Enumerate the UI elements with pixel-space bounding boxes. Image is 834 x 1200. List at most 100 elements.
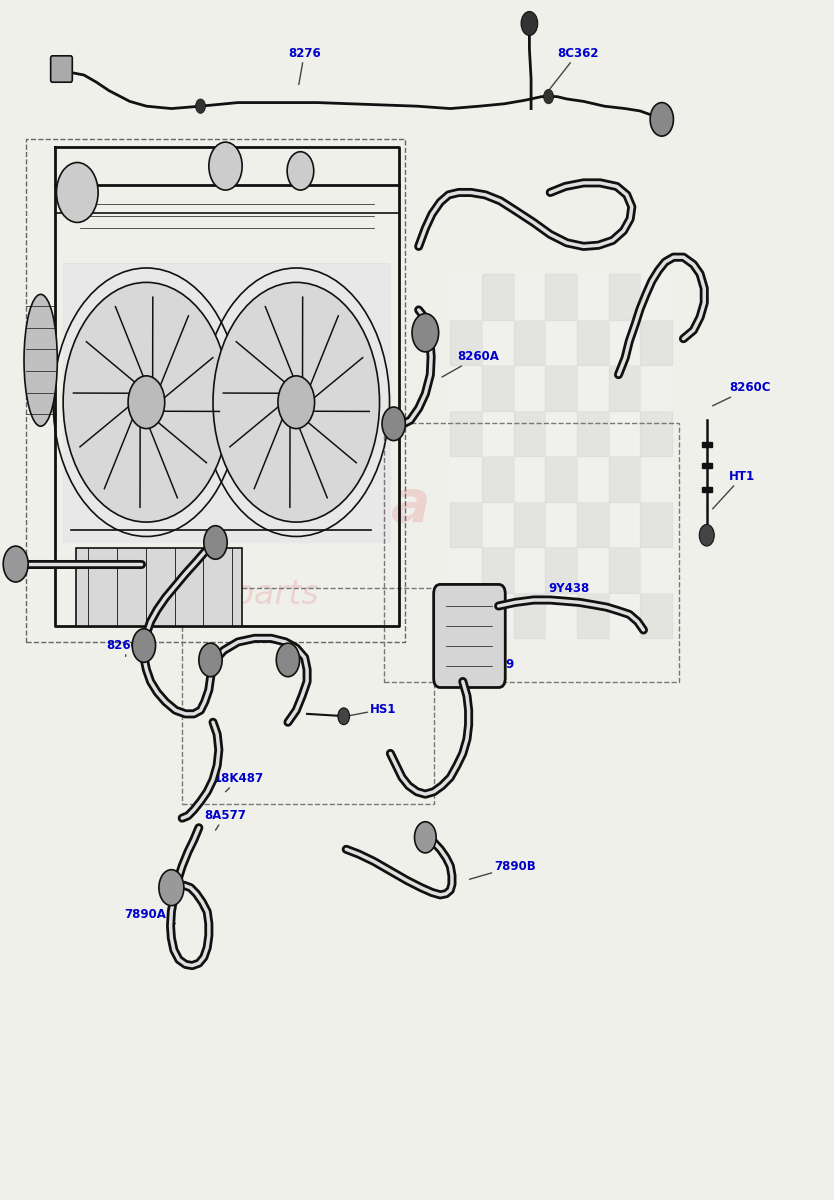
Text: 8063: 8063 bbox=[120, 562, 153, 584]
Circle shape bbox=[651, 102, 673, 136]
Circle shape bbox=[699, 524, 714, 546]
FancyBboxPatch shape bbox=[76, 548, 242, 626]
Bar bbox=[545, 410, 577, 456]
Circle shape bbox=[198, 643, 222, 677]
Bar bbox=[482, 456, 514, 502]
Bar bbox=[450, 410, 482, 456]
Bar bbox=[63, 264, 390, 542]
Bar bbox=[482, 365, 514, 410]
Bar bbox=[641, 593, 671, 638]
Circle shape bbox=[412, 313, 439, 352]
Circle shape bbox=[521, 12, 538, 36]
Bar bbox=[701, 487, 711, 492]
Bar bbox=[577, 274, 609, 319]
Bar bbox=[482, 547, 514, 593]
Bar bbox=[609, 456, 641, 502]
Bar bbox=[450, 502, 482, 547]
Text: 18K487: 18K487 bbox=[214, 772, 264, 792]
Bar bbox=[609, 365, 641, 410]
Circle shape bbox=[287, 151, 314, 190]
Bar bbox=[577, 410, 609, 456]
Text: 8C362: 8C362 bbox=[549, 47, 598, 90]
Circle shape bbox=[63, 282, 229, 522]
Bar bbox=[545, 502, 577, 547]
Bar bbox=[514, 365, 545, 410]
Bar bbox=[641, 365, 671, 410]
Bar bbox=[450, 365, 482, 410]
Bar bbox=[545, 593, 577, 638]
Text: 9Y438: 9Y438 bbox=[538, 582, 590, 602]
Bar bbox=[482, 410, 514, 456]
Bar bbox=[609, 547, 641, 593]
Bar bbox=[514, 593, 545, 638]
Circle shape bbox=[208, 142, 242, 190]
Circle shape bbox=[203, 526, 227, 559]
Bar bbox=[482, 502, 514, 547]
Circle shape bbox=[133, 629, 156, 662]
FancyBboxPatch shape bbox=[434, 584, 505, 688]
Text: 8260B: 8260B bbox=[107, 640, 148, 656]
Bar bbox=[609, 319, 641, 365]
Text: HS1: HS1 bbox=[346, 702, 397, 716]
Ellipse shape bbox=[24, 294, 58, 426]
Bar bbox=[641, 319, 671, 365]
Bar bbox=[450, 319, 482, 365]
Circle shape bbox=[338, 708, 349, 725]
Bar bbox=[641, 502, 671, 547]
Bar bbox=[545, 365, 577, 410]
Text: HT1: HT1 bbox=[712, 470, 756, 509]
Bar bbox=[609, 274, 641, 319]
Text: 8A577: 8A577 bbox=[203, 809, 246, 830]
Bar bbox=[514, 319, 545, 365]
Bar bbox=[609, 502, 641, 547]
Text: 7890B: 7890B bbox=[470, 859, 536, 880]
Text: 8276: 8276 bbox=[288, 47, 321, 84]
Bar bbox=[545, 547, 577, 593]
Text: scuderia: scuderia bbox=[151, 478, 431, 534]
Circle shape bbox=[382, 407, 405, 440]
FancyBboxPatch shape bbox=[51, 56, 73, 82]
Circle shape bbox=[159, 870, 183, 906]
Circle shape bbox=[276, 643, 299, 677]
Circle shape bbox=[128, 376, 165, 428]
Bar bbox=[514, 456, 545, 502]
Bar bbox=[641, 274, 671, 319]
Bar bbox=[641, 456, 671, 502]
Circle shape bbox=[278, 376, 314, 428]
Bar bbox=[514, 547, 545, 593]
Bar bbox=[701, 463, 711, 468]
Text: 9Y439: 9Y439 bbox=[471, 659, 515, 680]
Bar bbox=[514, 502, 545, 547]
Circle shape bbox=[57, 162, 98, 222]
Bar bbox=[577, 547, 609, 593]
Text: 7890A: 7890A bbox=[124, 907, 175, 924]
Bar bbox=[609, 593, 641, 638]
Bar bbox=[545, 456, 577, 502]
Bar bbox=[482, 319, 514, 365]
Bar bbox=[482, 593, 514, 638]
Bar bbox=[701, 442, 711, 446]
Bar bbox=[450, 274, 482, 319]
Bar bbox=[577, 456, 609, 502]
Bar bbox=[545, 319, 577, 365]
Bar bbox=[641, 547, 671, 593]
Circle shape bbox=[414, 822, 436, 853]
Bar bbox=[577, 365, 609, 410]
Bar bbox=[450, 593, 482, 638]
Bar bbox=[545, 274, 577, 319]
Circle shape bbox=[213, 282, 379, 522]
Text: 8260A: 8260A bbox=[442, 350, 499, 377]
Circle shape bbox=[195, 98, 205, 113]
Bar bbox=[577, 319, 609, 365]
Bar bbox=[514, 274, 545, 319]
Bar bbox=[609, 410, 641, 456]
Bar bbox=[577, 593, 609, 638]
Bar bbox=[450, 456, 482, 502]
Text: car  parts: car parts bbox=[159, 577, 319, 611]
Bar bbox=[514, 410, 545, 456]
Text: 8260C: 8260C bbox=[712, 382, 771, 406]
Circle shape bbox=[3, 546, 28, 582]
Circle shape bbox=[544, 89, 554, 103]
Bar bbox=[450, 547, 482, 593]
Bar bbox=[641, 410, 671, 456]
